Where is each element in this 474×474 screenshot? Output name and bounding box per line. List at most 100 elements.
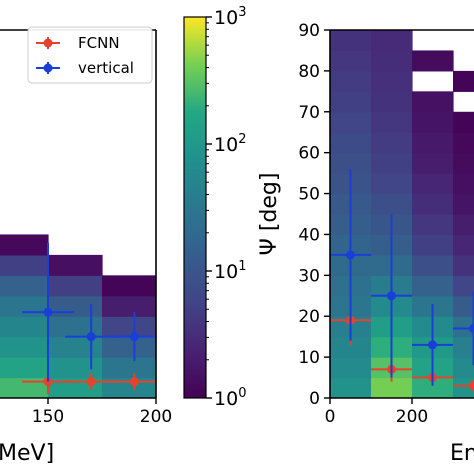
right-cell-2 — [330, 336, 372, 358]
right-cell-13 — [330, 111, 372, 133]
colorbar-tick-exponent-3: 0 — [238, 386, 246, 401]
right-xtick-label-200: 200 — [396, 407, 428, 427]
left-cell-24 — [48, 295, 103, 317]
colorbar-tick-label-0: 103 — [214, 5, 246, 29]
left-xtick-label-200: 200 — [140, 407, 172, 427]
right-cell-30 — [371, 132, 413, 154]
left-cell-23 — [48, 316, 103, 338]
right-cell-49 — [412, 111, 454, 133]
right-cell-46 — [412, 173, 454, 195]
right-cell-54 — [453, 336, 474, 358]
right-cell-63 — [453, 152, 474, 174]
right-vertical-point-3 — [469, 323, 474, 333]
right-fcnn-point-3 — [469, 381, 474, 391]
right-cell-28 — [371, 173, 413, 195]
left-cell-14 — [0, 336, 49, 358]
left-vertical-point-0 — [43, 307, 53, 317]
colorbar-tick-base-1: 10 — [214, 134, 238, 156]
right-ytick-label-50: 50 — [298, 185, 320, 205]
right-panel: 0 10 20 30 40 50 60 70 80 90 0 200 En Ψ [deg] — [257, 21, 474, 466]
right-y-axis-label: Ψ [deg] — [257, 173, 282, 256]
right-cell-14 — [330, 91, 372, 113]
right-cell-61 — [453, 193, 474, 215]
right-cell-33 — [371, 70, 413, 92]
right-cell-1 — [330, 357, 372, 379]
right-cell-29 — [371, 152, 413, 174]
right-ytick-label-0: 0 — [309, 389, 320, 409]
right-cell-51 — [412, 50, 454, 72]
legend-entry-vertical: vertical — [36, 59, 134, 77]
right-cell-45 — [412, 193, 454, 215]
left-cell-15 — [0, 316, 49, 338]
right-cell-16 — [330, 50, 372, 72]
left-cell-19 — [0, 234, 49, 256]
colorbar-tick-base-0: 10 — [214, 7, 238, 29]
left-cell-18 — [0, 254, 49, 276]
right-cell-57 — [453, 275, 474, 297]
right-cell-27 — [371, 193, 413, 215]
left-cell-25 — [48, 275, 103, 297]
left-fcnn-point-1 — [86, 377, 96, 387]
left-cell-13 — [0, 357, 49, 379]
right-cell-65 — [453, 111, 474, 133]
right-cell-31 — [371, 111, 413, 133]
right-cell-35 — [371, 30, 413, 52]
right-cell-66 — [453, 70, 474, 92]
legend-vertical-marker — [43, 63, 53, 73]
colorbar-tick-label-3: 100 — [214, 386, 246, 410]
legend: FCNN vertical — [27, 26, 153, 84]
right-cell-48 — [412, 132, 454, 154]
right-cell-43 — [412, 234, 454, 256]
right-vertical-point-1 — [387, 291, 396, 301]
right-vertical-point-2 — [428, 340, 437, 350]
left-cell-21 — [48, 357, 103, 379]
right-ytick-label-70: 70 — [298, 103, 320, 123]
right-cell-36 — [412, 377, 454, 398]
right-ytick-label-20: 20 — [298, 307, 320, 327]
right-cell-56 — [453, 295, 474, 317]
right-ytick-label-40: 40 — [298, 225, 320, 245]
left-cell-32 — [102, 275, 156, 297]
colorbar-tick-base-3: 10 — [214, 388, 238, 410]
colorbar-gradient — [183, 16, 207, 399]
right-cell-18 — [371, 377, 413, 398]
left-cell-29 — [102, 336, 156, 358]
left-x-axis-label: MeV] — [0, 441, 54, 466]
colorbar-tick-label-2: 101 — [214, 259, 246, 283]
left-cell-27 — [102, 377, 156, 398]
right-y-ticks: 0 10 20 30 40 50 60 70 80 90 — [298, 21, 330, 409]
right-cell-55 — [453, 316, 474, 338]
right-ytick-label-80: 80 — [298, 62, 320, 82]
right-cell-50 — [412, 91, 454, 113]
left-cell-28 — [102, 357, 156, 379]
legend-entry-fcnn: FCNN — [36, 34, 120, 52]
right-error-bars — [330, 169, 474, 392]
right-cell-11 — [330, 152, 372, 174]
right-ytick-label-60: 60 — [298, 144, 320, 164]
left-vertical-point-2 — [129, 332, 139, 342]
legend-fcnn-label: FCNN — [78, 34, 120, 52]
left-cell-16 — [0, 295, 49, 317]
legend-vertical-label: vertical — [78, 59, 134, 77]
right-cell-64 — [453, 132, 474, 154]
left-fcnn-point-2 — [129, 377, 139, 387]
right-cell-17 — [330, 30, 372, 52]
left-cell-22 — [48, 336, 103, 358]
left-cell-31 — [102, 295, 156, 317]
right-xtick-label-0: 0 — [325, 407, 336, 427]
right-ytick-label-10: 10 — [298, 348, 320, 368]
right-cell-62 — [453, 173, 474, 195]
left-cell-12 — [0, 377, 49, 398]
left-cell-30 — [102, 316, 156, 338]
right-ytick-label-30: 30 — [298, 266, 320, 286]
right-cell-47 — [412, 152, 454, 174]
right-ytick-label-90: 90 — [298, 21, 320, 41]
right-cell-12 — [330, 132, 372, 154]
left-xtick-label-150: 150 — [32, 407, 64, 427]
right-cell-52 — [453, 377, 474, 398]
left-error-bars — [22, 242, 156, 394]
right-cell-15 — [330, 70, 372, 92]
colorbar-tick-base-2: 10 — [214, 261, 238, 283]
